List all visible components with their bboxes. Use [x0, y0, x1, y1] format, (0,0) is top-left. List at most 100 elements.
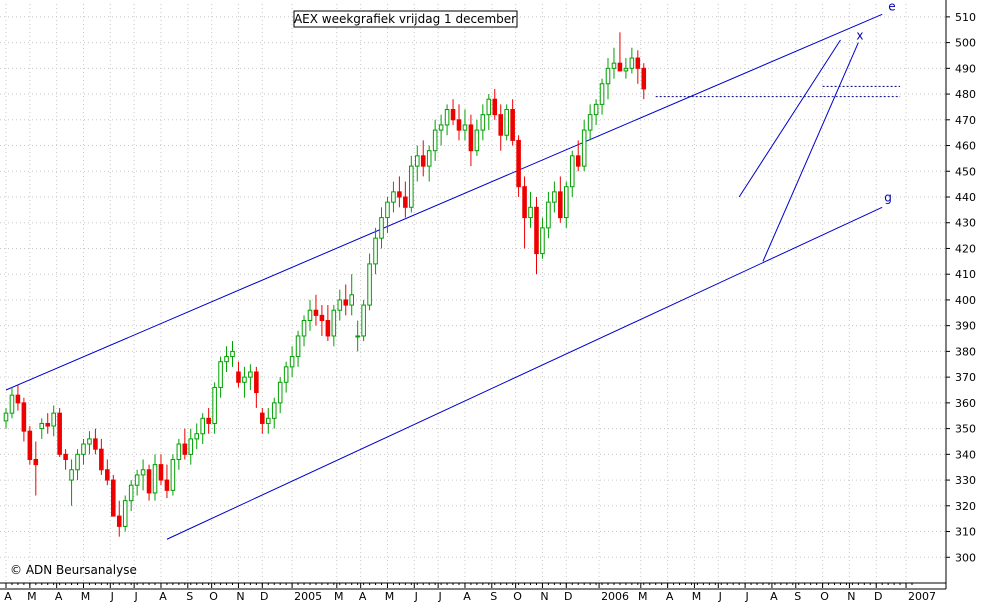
- candle: [182, 428, 188, 460]
- candle-body: [391, 191, 396, 203]
- chart-title: AEX weekgrafiek vrijdag 1 december: [294, 12, 516, 26]
- candle-body: [492, 98, 498, 116]
- candle-body: [21, 402, 27, 432]
- candle: [140, 459, 146, 491]
- candle-body: [33, 458, 39, 466]
- candle: [212, 382, 217, 434]
- y-tick-label: 470: [955, 114, 976, 127]
- x-tick-label: S: [490, 590, 497, 603]
- candle-body: [236, 371, 241, 383]
- candle-body: [641, 67, 647, 90]
- y-tick-label: 450: [955, 165, 976, 178]
- candle: [99, 438, 104, 475]
- x-tick-label: J: [414, 590, 418, 603]
- candle-body: [528, 206, 533, 219]
- candle: [87, 431, 92, 455]
- candle: [254, 366, 259, 409]
- candle-body: [355, 335, 360, 338]
- candle: [152, 454, 158, 501]
- candle: [69, 459, 74, 506]
- label-e: e: [888, 0, 895, 13]
- candle: [3, 408, 9, 429]
- candle-body: [564, 186, 569, 219]
- x-tick-label: A: [55, 590, 63, 603]
- candle: [146, 464, 152, 501]
- candle: [337, 289, 343, 321]
- candle: [528, 191, 533, 228]
- candle: [21, 397, 27, 442]
- candle-body: [283, 366, 289, 383]
- candle: [504, 104, 509, 141]
- candle-body: [111, 479, 116, 517]
- candle-body: [480, 114, 486, 131]
- x-tick-label: M: [638, 590, 648, 603]
- candle: [593, 99, 599, 125]
- y-tick-label: 500: [955, 37, 976, 50]
- x-tick-label: D: [874, 590, 882, 603]
- candle-body: [212, 386, 217, 424]
- candle: [361, 299, 366, 342]
- candle: [265, 408, 271, 434]
- candle-body: [409, 165, 414, 208]
- y-tick-label: 400: [955, 294, 976, 307]
- candle: [373, 227, 378, 275]
- x-tick-label: M: [81, 590, 91, 603]
- candle: [391, 181, 396, 213]
- candle-body: [51, 412, 56, 427]
- candle: [319, 305, 325, 336]
- candle: [414, 145, 420, 182]
- x-tick-label: S: [794, 590, 801, 603]
- candle-body: [468, 124, 474, 152]
- candle-body: [552, 191, 557, 203]
- candle-body: [170, 458, 176, 491]
- title-box: AEX weekgrafiek vrijdag 1 december: [293, 10, 518, 28]
- candle: [468, 114, 474, 167]
- candle: [27, 426, 33, 465]
- candle: [367, 253, 372, 311]
- y-tick-label: 330: [955, 474, 976, 487]
- candle: [498, 104, 504, 151]
- candle: [63, 449, 68, 470]
- candle: [420, 140, 426, 177]
- candle: [283, 361, 289, 393]
- x-tick-label: J: [718, 590, 722, 603]
- candle: [629, 47, 635, 74]
- candle-body: [397, 191, 402, 198]
- candle-body: [277, 381, 283, 404]
- y-tick-label: 310: [955, 526, 976, 539]
- x-tick-label: A: [770, 590, 778, 603]
- candle-body: [420, 155, 426, 167]
- candle-body: [45, 422, 51, 427]
- upper-trendline: [5, 13, 883, 391]
- candle: [128, 480, 134, 511]
- grid-layer: [0, 4, 946, 583]
- candle: [277, 377, 283, 414]
- candle: [248, 364, 253, 390]
- x-tick-label: S: [186, 590, 193, 603]
- candle-body: [474, 129, 480, 152]
- candle-body: [367, 263, 372, 306]
- candle-body: [87, 438, 92, 445]
- y-tick-label: 300: [955, 551, 976, 564]
- candle-body: [403, 196, 408, 208]
- candle: [260, 408, 265, 434]
- candle-body: [230, 350, 235, 358]
- candle: [534, 197, 539, 275]
- candle-body: [569, 155, 575, 188]
- candle-body: [373, 237, 378, 265]
- candle-body: [15, 394, 21, 404]
- candle-body: [581, 129, 587, 167]
- x-tick-label: M: [334, 590, 344, 603]
- x-tick-label: N: [236, 590, 244, 603]
- candle: [403, 181, 408, 218]
- candle-body: [623, 67, 629, 72]
- x-tick-label: O: [820, 590, 829, 603]
- candle: [641, 63, 647, 100]
- candle-body: [456, 119, 462, 131]
- candle-body: [248, 371, 253, 378]
- label-x: x: [856, 28, 863, 42]
- candle: [635, 50, 641, 84]
- candle-body: [426, 150, 432, 167]
